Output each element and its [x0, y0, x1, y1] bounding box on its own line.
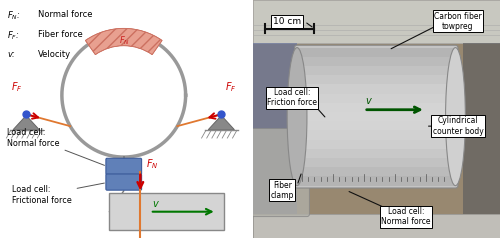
FancyBboxPatch shape — [297, 121, 456, 130]
FancyBboxPatch shape — [252, 214, 500, 238]
Text: Load cell:
Frictional force: Load cell: Frictional force — [12, 183, 104, 205]
Ellipse shape — [287, 48, 307, 186]
FancyBboxPatch shape — [106, 174, 142, 190]
FancyBboxPatch shape — [297, 103, 456, 112]
Text: Normal force: Normal force — [38, 10, 92, 19]
FancyBboxPatch shape — [297, 158, 456, 167]
FancyBboxPatch shape — [297, 176, 456, 186]
Text: $v$: $v$ — [365, 96, 373, 106]
Text: Fiber
clamp: Fiber clamp — [270, 181, 294, 200]
FancyBboxPatch shape — [297, 48, 456, 57]
FancyBboxPatch shape — [297, 66, 456, 75]
FancyBboxPatch shape — [297, 94, 456, 103]
FancyBboxPatch shape — [297, 149, 456, 158]
FancyBboxPatch shape — [297, 167, 456, 176]
Text: Load cell:
Normal force: Load cell: Normal force — [7, 128, 104, 165]
FancyBboxPatch shape — [463, 43, 500, 214]
FancyBboxPatch shape — [297, 130, 456, 140]
FancyBboxPatch shape — [252, 0, 500, 43]
Text: $F_N$: $F_N$ — [120, 35, 130, 47]
Wedge shape — [86, 28, 162, 55]
FancyBboxPatch shape — [110, 193, 224, 230]
FancyBboxPatch shape — [106, 158, 142, 174]
FancyBboxPatch shape — [294, 45, 458, 188]
Text: Load cell:
Friction force: Load cell: Friction force — [267, 88, 317, 107]
FancyBboxPatch shape — [297, 112, 456, 121]
Ellipse shape — [446, 48, 466, 186]
FancyBboxPatch shape — [297, 75, 456, 84]
FancyBboxPatch shape — [252, 0, 500, 238]
Text: $F_F$:: $F_F$: — [7, 30, 20, 42]
Text: $F_N$: $F_N$ — [146, 157, 158, 171]
Text: Carbon fiber
towpreg: Carbon fiber towpreg — [434, 12, 482, 31]
Text: $F_F$: $F_F$ — [11, 80, 22, 94]
Polygon shape — [13, 115, 40, 130]
FancyBboxPatch shape — [297, 140, 456, 149]
Text: $v$: $v$ — [152, 199, 160, 209]
FancyBboxPatch shape — [297, 84, 456, 94]
Text: Cylindrical
counter body: Cylindrical counter body — [432, 116, 484, 136]
Text: $F_N$:: $F_N$: — [7, 10, 20, 22]
Text: Load cell:
Normal force: Load cell: Normal force — [381, 207, 430, 226]
Text: 10 cm: 10 cm — [273, 17, 301, 26]
FancyBboxPatch shape — [250, 129, 310, 217]
Text: $v$:: $v$: — [7, 50, 16, 59]
Text: Velocity: Velocity — [38, 50, 71, 59]
Text: Fiber force: Fiber force — [38, 30, 83, 39]
FancyBboxPatch shape — [252, 43, 297, 214]
Text: $F_F$: $F_F$ — [225, 80, 236, 94]
Polygon shape — [208, 115, 234, 130]
FancyBboxPatch shape — [297, 57, 456, 66]
